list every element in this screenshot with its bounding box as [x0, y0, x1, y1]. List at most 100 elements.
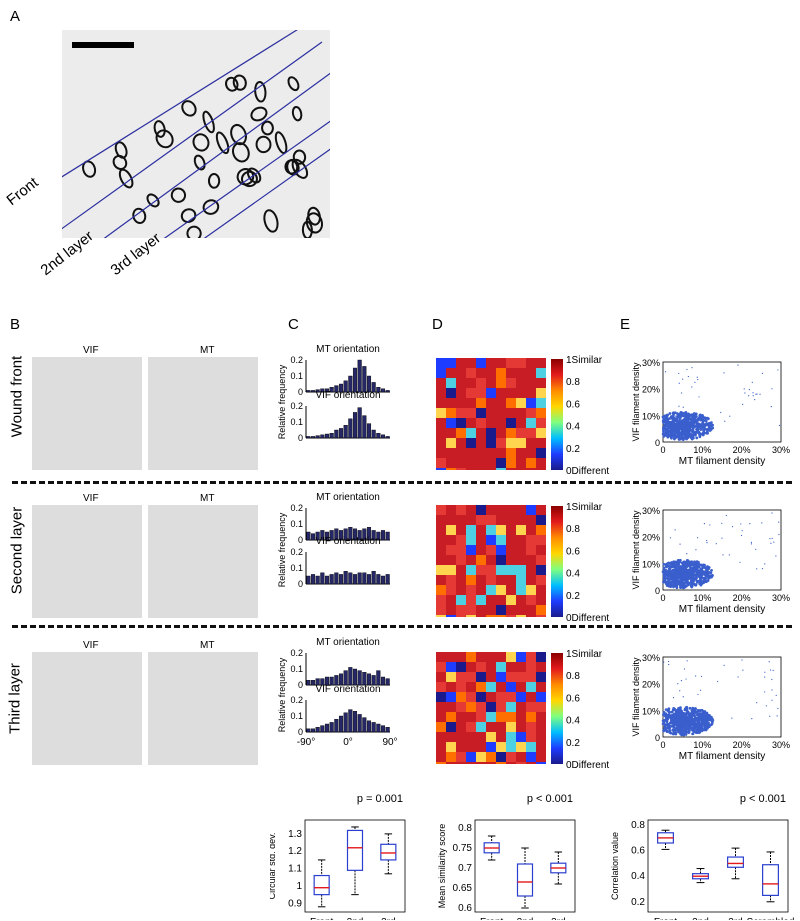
similarity-cell — [476, 712, 486, 722]
similarity-cell — [466, 652, 476, 662]
similarity-cell — [456, 662, 466, 672]
similarity-cell — [536, 615, 546, 625]
y-tick-label: 0.2 — [290, 355, 303, 365]
scatter-point — [674, 721, 678, 725]
similarity-cell — [506, 378, 516, 388]
y-tick-label: 20% — [642, 533, 660, 543]
row-label-wound-front: Wound front — [8, 355, 26, 438]
hist-bar — [385, 436, 390, 439]
scatter-point — [708, 429, 712, 432]
scatter-point — [771, 678, 773, 681]
similarity-cell — [516, 652, 526, 662]
scatter-point — [707, 576, 711, 580]
scatter-point — [683, 715, 687, 719]
similarity-cell — [476, 722, 486, 732]
similarity-cell — [526, 555, 536, 565]
scatter-point — [752, 395, 754, 397]
similarity-cell — [516, 692, 526, 702]
scatter-point — [669, 583, 673, 587]
scatter-point — [764, 676, 766, 678]
similarity-cell — [436, 545, 446, 555]
scatter-point — [685, 437, 689, 441]
scatter-point — [696, 573, 699, 576]
similarity-cell — [496, 615, 506, 625]
scatter-point — [725, 514, 727, 517]
similarity-cell — [516, 388, 526, 398]
cell-mark — [146, 193, 160, 208]
scatter-point — [664, 727, 667, 731]
similarity-cell — [486, 515, 496, 525]
y-tick-label: 0.1 — [290, 563, 303, 573]
similarity-cell — [446, 398, 456, 408]
y-tick-label: 0 — [298, 387, 303, 397]
colorbar-tick-label: 0Different — [566, 466, 609, 477]
similarity-cell — [466, 525, 476, 535]
similarity-cell — [476, 438, 486, 448]
category-label: Front — [480, 917, 504, 920]
similarity-cell — [526, 545, 536, 555]
scatter-point — [691, 561, 693, 563]
colorbar-tick-label: 0.4 — [566, 716, 580, 727]
scatter-point — [684, 719, 687, 723]
panel-letter-c: C — [288, 316, 299, 333]
similarity-cell — [456, 468, 466, 478]
colorbar-tick-label: 0.4 — [566, 569, 580, 580]
similarity-cell — [436, 615, 446, 625]
similarity-cell — [446, 515, 456, 525]
scatter-point — [702, 723, 706, 726]
hist-bar — [329, 722, 334, 733]
mt-orientation-title: MT orientation — [316, 492, 380, 503]
scatter-point — [690, 710, 694, 714]
scatter-point — [691, 579, 695, 583]
hist-bar — [380, 434, 386, 439]
scatter-point — [686, 660, 688, 662]
similarity-cell — [516, 458, 526, 468]
scatter-point — [678, 433, 682, 437]
similarity-cell — [436, 448, 446, 458]
colorbar-row2 — [551, 506, 563, 617]
hist-bar — [352, 711, 358, 733]
similarity-cell — [526, 458, 536, 468]
scatter-point — [696, 580, 699, 583]
hist-bar — [362, 366, 367, 393]
similarity-cell — [496, 742, 506, 752]
scatter-point — [740, 534, 743, 537]
similarity-cell — [516, 662, 526, 672]
similarity-cell — [506, 438, 516, 448]
scatter-point — [663, 723, 667, 727]
scatter-point — [686, 559, 689, 562]
hist-bar — [362, 672, 367, 686]
similarity-cell — [436, 408, 446, 418]
panel-letter-e: E — [620, 316, 631, 333]
similarity-cell — [486, 428, 496, 438]
similarity-cell — [486, 448, 496, 458]
similarity-cell — [436, 535, 446, 545]
scatter-point — [686, 428, 690, 431]
similarity-cell — [516, 398, 526, 408]
scatter-point — [768, 661, 770, 663]
similarity-cell — [516, 535, 526, 545]
scatter-frame — [662, 361, 782, 443]
similarity-cell — [446, 575, 456, 585]
colorbar-tick-label: 0.2 — [566, 444, 580, 455]
hist-bar — [320, 530, 325, 541]
scatter-point — [666, 722, 670, 726]
scatter-point — [710, 722, 714, 726]
similarity-cell — [516, 448, 526, 458]
similarity-map-row3 — [436, 652, 546, 772]
similarity-cell — [516, 565, 526, 575]
row-label-2-wrap: Second layer — [0, 507, 30, 595]
scatter-point — [756, 568, 758, 570]
box — [727, 856, 744, 868]
similarity-cell — [536, 565, 546, 575]
similarity-cell — [526, 722, 536, 732]
similarity-cell — [476, 555, 486, 565]
similarity-cell — [536, 702, 546, 712]
similarity-cell — [436, 702, 446, 712]
scatter-point — [697, 709, 700, 713]
similarity-cell — [436, 762, 446, 772]
scatter-point — [684, 411, 688, 414]
hist-bar — [306, 575, 311, 585]
similarity-cell — [436, 398, 446, 408]
y-tick-label: 0.2 — [290, 648, 303, 658]
